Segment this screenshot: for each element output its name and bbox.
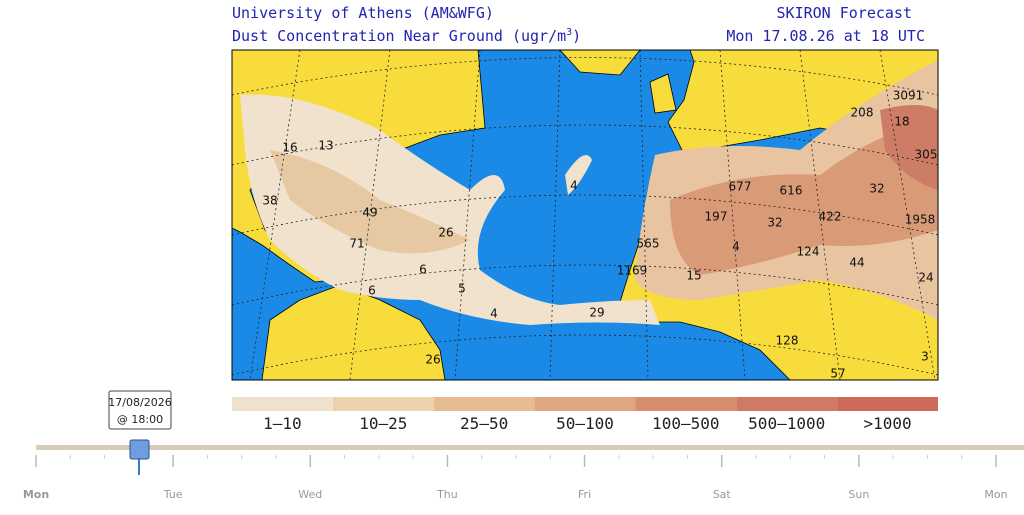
product-title-sup: 3 (566, 27, 572, 38)
day-label: Fri (578, 488, 591, 501)
legend-swatch (736, 397, 838, 411)
legend: 1–10 10–25 25–50 50–100 100–500 500–1000 >1000 (232, 397, 938, 433)
grid-line (231, 334, 939, 376)
map-value-label: 24 (918, 271, 933, 285)
legend-label: 50–100 (556, 414, 614, 433)
product-title-main: Dust Concentration Near Ground (ugr/m (232, 27, 566, 45)
map-value-label: 3 (921, 350, 929, 364)
map-value-label: 18 (894, 115, 909, 129)
map-value-label: 13 (318, 139, 333, 153)
map-value-label: 71 (349, 237, 364, 251)
day-label: Thu (436, 488, 458, 501)
map-value-label: 208 (851, 106, 874, 120)
dust-plume (240, 94, 660, 325)
map-value-label: 4 (732, 240, 740, 254)
slider-handle[interactable] (129, 439, 150, 460)
day-label: Wed (298, 488, 322, 501)
legend-label: 1–10 (263, 414, 302, 433)
product-title: Dust Concentration Near Ground (ugr/m3) (232, 27, 581, 45)
legend-swatch (837, 397, 938, 411)
dust-plume (270, 150, 470, 254)
institution: University of Athens (AM&WFG) (232, 4, 494, 22)
legend-swatch (635, 397, 737, 411)
grid-line (549, 49, 561, 381)
map-value-label: 6 (419, 263, 427, 277)
map-value-label: 5 (458, 282, 466, 296)
map-value-label: 305 (915, 148, 938, 162)
land (261, 284, 446, 381)
map-value-label: 26 (438, 226, 453, 240)
valid-time: Mon 17.08.26 at 18 UTC (726, 27, 925, 45)
map-value-label: 1169 (617, 264, 648, 278)
day-label: Mon (984, 488, 1007, 501)
grid-line (799, 49, 841, 381)
dust-core (880, 105, 938, 190)
slider-track[interactable] (36, 445, 1024, 450)
map-value-label: 677 (729, 180, 752, 194)
legend-label: 10–25 (359, 414, 407, 433)
map-value-label: 49 (362, 206, 377, 220)
grid-line (231, 57, 939, 96)
grid-line (231, 194, 939, 236)
day-label: Sat (713, 488, 732, 501)
grid-line (349, 49, 391, 381)
time-slider: 17/08/2026 @ 18:00 Mon Tue Wed Thu Fri Sat Sun… (23, 390, 1024, 501)
dust-plume (565, 155, 592, 195)
map-frame (231, 49, 939, 381)
legend-label: 500–1000 (748, 414, 825, 433)
grid-line (231, 124, 939, 166)
day-label: Sun (848, 488, 869, 501)
map-value-label: 124 (797, 245, 820, 259)
day-label: Mon (23, 488, 49, 501)
grid-line (719, 49, 746, 381)
map-value-label: 57 (830, 367, 845, 381)
map-value-label: 6 (368, 284, 376, 298)
map-value-label: 422 (819, 210, 842, 224)
legend-swatch (332, 397, 434, 411)
map-value-label: 16 (282, 141, 297, 155)
legend-swatch (232, 397, 333, 411)
map-value-label: 1958 (905, 213, 936, 227)
grid-line (231, 264, 939, 306)
map-value-label: 4 (570, 179, 578, 193)
day-label: Tue (163, 488, 183, 501)
legend-label: 25–50 (460, 414, 508, 433)
map-value-label: 616 (780, 184, 803, 198)
map-value-label: 4 (490, 307, 498, 321)
map-value-label: 26 (425, 353, 440, 367)
legend-swatch (534, 397, 636, 411)
tooltip-date: 17/08/2026 (108, 396, 171, 409)
grid-line (879, 49, 936, 381)
grid-line (639, 49, 649, 381)
land (649, 73, 677, 114)
tooltip-time: @ 18:00 (117, 413, 163, 426)
map-value-label: 565 (637, 237, 660, 251)
grid-line (454, 49, 481, 381)
map-value-label: 38 (262, 194, 277, 208)
legend-swatch (433, 397, 535, 411)
legend-label: 100–500 (652, 414, 719, 433)
grid-line (249, 49, 301, 381)
map-value-label: 15 (686, 269, 701, 283)
dust-core (670, 120, 938, 275)
map-value-label: 128 (776, 334, 799, 348)
graticule (231, 49, 939, 381)
map-value-label: 3091 (893, 89, 924, 103)
model: SKIRON Forecast (777, 4, 912, 22)
legend-label: >1000 (863, 414, 911, 433)
map-value-label: 32 (869, 182, 884, 196)
map-value-label: 197 (705, 210, 728, 224)
map-value-label: 29 (589, 306, 604, 320)
tooltip (108, 390, 172, 430)
product-title-end: ) (572, 27, 581, 45)
map-value-label: 32 (767, 216, 782, 230)
map-value-label: 44 (849, 256, 864, 270)
